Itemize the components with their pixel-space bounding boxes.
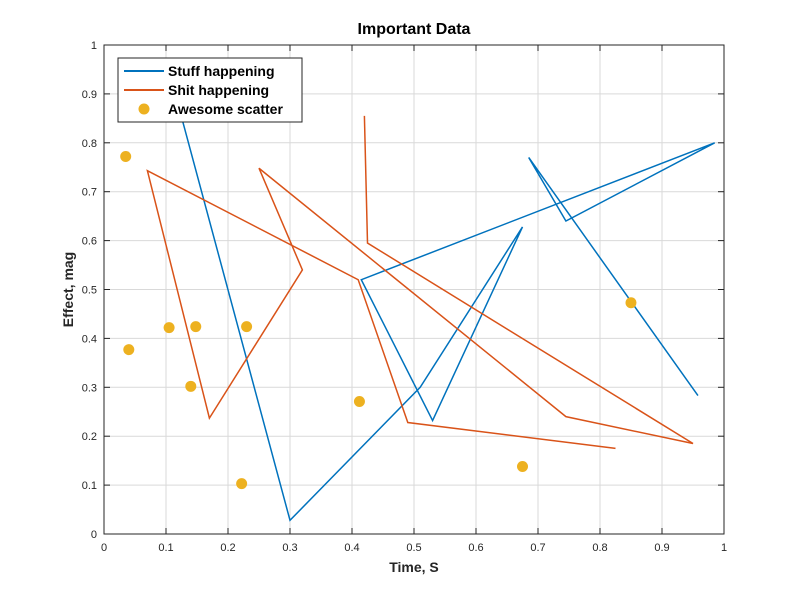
scatter-point-awesome-scatter — [236, 478, 248, 490]
series-line-shit-happening — [146, 115, 694, 450]
x-tick-label-0: 0 — [101, 542, 107, 554]
x-axis-label: Time, S — [389, 559, 439, 575]
scatter-point-awesome-scatter — [123, 344, 135, 356]
x-tick-label-0-2: 0.2 — [220, 542, 235, 554]
scatter-point-awesome-scatter — [185, 380, 197, 392]
x-tick-label-0-5: 0.5 — [406, 542, 421, 554]
x-tick-label-0-1: 0.1 — [158, 542, 173, 554]
x-tick-label-0-7: 0.7 — [530, 542, 545, 554]
y-tick-label-0-4: 0.4 — [82, 333, 97, 345]
x-tick-label-0-6: 0.6 — [468, 542, 483, 554]
x-tick-label-1: 1 — [721, 542, 727, 554]
scatter-point-awesome-scatter — [517, 461, 528, 473]
scatter-point-awesome-scatter — [120, 150, 132, 162]
y-tick-label-0-7: 0.7 — [82, 187, 97, 199]
x-tick-label-0-8: 0.8 — [592, 542, 607, 554]
legend: Stuff happening Shit happening Awesome s… — [117, 57, 303, 123]
y-tick-label-0-1: 0.1 — [82, 480, 97, 492]
y-tick-label-0-9: 0.9 — [82, 89, 97, 101]
y-tick-label-0-6: 0.6 — [82, 236, 97, 248]
series-line-stuff-happening — [174, 93, 716, 522]
legend-label-stuff-happening: Stuff happening — [168, 63, 275, 79]
plot-area — [120, 93, 716, 522]
legend-label-shit-happening: Shit happening — [168, 82, 269, 98]
legend-swatch-awesome-scatter — [138, 103, 150, 115]
ticks: 0 0.1 0.2 0.3 0.4 0.5 0.6 0.7 0.8 0.9 1 0 0.1 0.2 0.3 0… — [82, 40, 727, 554]
scatter-point-awesome-scatter — [353, 395, 365, 407]
legend-label-awesome-scatter: Awesome scatter — [168, 101, 283, 117]
chart-title: Important Data — [358, 21, 471, 38]
y-tick-label-1: 1 — [91, 40, 97, 52]
y-tick-label-0: 0 — [91, 529, 97, 541]
scatter-point-awesome-scatter — [163, 322, 175, 334]
x-tick-label-0-4: 0.4 — [344, 542, 359, 554]
y-tick-label-0-8: 0.8 — [82, 138, 97, 150]
x-tick-label-0-3: 0.3 — [282, 542, 297, 554]
y-tick-label-0-3: 0.3 — [82, 382, 97, 394]
grid — [104, 45, 724, 534]
y-axis-label: Effect, mag — [60, 252, 76, 327]
y-tick-label-0-2: 0.2 — [82, 431, 97, 443]
scatter-point-awesome-scatter — [625, 297, 637, 309]
scatter-point-awesome-scatter — [190, 321, 202, 333]
scatter-point-awesome-scatter — [241, 321, 253, 333]
x-tick-label-0-9: 0.9 — [654, 542, 669, 554]
y-tick-label-0-5: 0.5 — [82, 285, 97, 297]
